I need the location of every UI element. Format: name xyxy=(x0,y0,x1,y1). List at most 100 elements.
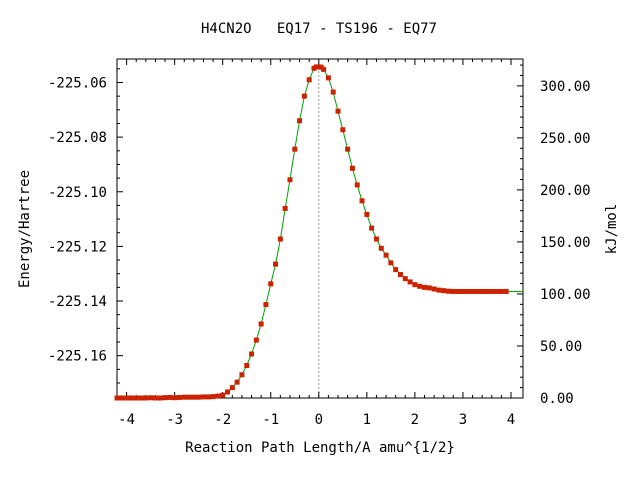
data-point xyxy=(181,394,187,400)
data-point xyxy=(397,272,403,278)
data-point xyxy=(474,288,480,294)
data-point xyxy=(345,146,351,152)
data-point xyxy=(215,393,221,399)
data-point xyxy=(205,394,211,400)
energy-series xyxy=(114,64,523,401)
data-point xyxy=(412,282,418,288)
data-point xyxy=(340,127,346,133)
data-point xyxy=(484,288,490,294)
data-point xyxy=(244,362,250,368)
y2-tick-label: 250.00 xyxy=(540,131,591,147)
x-tick-label: 3 xyxy=(459,412,467,428)
y-tick-label: -225.16 xyxy=(48,349,107,365)
data-point xyxy=(369,225,375,231)
data-point xyxy=(393,267,399,273)
data-point xyxy=(422,284,428,290)
x-tick-label: -1 xyxy=(262,412,279,428)
x-axis-label: Reaction Path Length/A amu^{1/2} xyxy=(185,440,455,456)
data-point xyxy=(417,283,423,289)
data-point xyxy=(479,288,485,294)
data-point xyxy=(503,288,509,294)
y2-tick-label: 50.00 xyxy=(540,339,582,355)
chart-title: H4CN2O EQ17 - TS196 - EQ77 xyxy=(201,21,437,37)
data-point xyxy=(489,288,495,294)
y2-tick-label: 150.00 xyxy=(540,235,591,251)
data-point xyxy=(191,394,197,400)
x-tick-label: -4 xyxy=(118,412,135,428)
data-point xyxy=(249,351,255,357)
data-point xyxy=(114,395,120,401)
data-point xyxy=(176,394,182,400)
x-axis: -4 -3 -2 -1 0 1 2 3 4 xyxy=(116,59,515,428)
x-tick-label: 4 xyxy=(507,412,515,428)
data-point xyxy=(455,288,461,294)
y-axis-left: -225.06 -225.08 -225.10 -225.12 -225.14 -225.… xyxy=(48,68,123,398)
data-point xyxy=(133,395,139,401)
data-point xyxy=(148,395,154,401)
data-point xyxy=(498,288,504,294)
data-point xyxy=(162,395,168,401)
data-point xyxy=(426,285,432,291)
data-point xyxy=(402,276,408,282)
data-point xyxy=(330,89,336,95)
data-point xyxy=(263,302,269,308)
data-point xyxy=(383,252,389,258)
y2-tick-label: 300.00 xyxy=(540,79,591,95)
data-point xyxy=(321,66,327,72)
y-tick-label: -225.08 xyxy=(48,130,107,146)
data-point xyxy=(349,165,355,171)
data-point xyxy=(306,77,312,83)
data-point xyxy=(200,394,206,400)
y2-tick-label: 200.00 xyxy=(540,183,591,199)
data-point xyxy=(388,260,394,266)
data-point xyxy=(287,177,293,183)
data-point xyxy=(225,389,231,395)
x-tick-label: -3 xyxy=(166,412,183,428)
data-point xyxy=(273,261,279,267)
y-axis-right: 0.00 50.00 100.00 150.00 200.00 250.00 300.00 xyxy=(517,64,591,407)
data-point xyxy=(282,205,288,211)
data-point xyxy=(138,395,144,401)
y-tick-label: -225.12 xyxy=(48,239,107,255)
data-point xyxy=(436,287,442,293)
x-tick-label: 2 xyxy=(411,412,419,428)
data-point xyxy=(143,395,149,401)
y-tick-label: -225.10 xyxy=(48,185,107,201)
x-tick-label: -2 xyxy=(214,412,231,428)
data-point xyxy=(441,288,447,294)
data-point xyxy=(234,379,240,385)
data-point xyxy=(124,395,130,401)
data-point xyxy=(378,245,384,251)
data-point xyxy=(268,281,274,287)
data-point xyxy=(359,198,365,204)
data-point xyxy=(152,395,158,401)
data-point xyxy=(167,394,173,400)
data-point xyxy=(325,75,331,81)
data-point xyxy=(157,395,163,401)
data-point xyxy=(253,337,259,343)
y2-tick-label: 100.00 xyxy=(540,287,591,303)
x-tick-label: 0 xyxy=(315,412,323,428)
data-point xyxy=(229,385,235,391)
data-point xyxy=(277,236,283,242)
data-point xyxy=(407,279,413,285)
data-point xyxy=(220,392,226,398)
data-point xyxy=(186,394,192,400)
data-point xyxy=(465,288,471,294)
data-point xyxy=(292,146,298,152)
data-point xyxy=(450,288,456,294)
data-point xyxy=(210,394,216,400)
y-axis-label: Energy/Hartree xyxy=(17,170,33,288)
data-point xyxy=(335,108,341,114)
data-point xyxy=(470,288,476,294)
x-tick-label: 1 xyxy=(363,412,371,428)
data-point xyxy=(364,211,370,217)
data-point xyxy=(301,93,307,99)
y2-tick-label: 0.00 xyxy=(540,391,574,407)
data-point xyxy=(128,395,134,401)
data-point xyxy=(172,395,178,401)
y-tick-label: -225.06 xyxy=(48,75,107,91)
data-point xyxy=(196,394,202,400)
data-point xyxy=(297,118,303,124)
